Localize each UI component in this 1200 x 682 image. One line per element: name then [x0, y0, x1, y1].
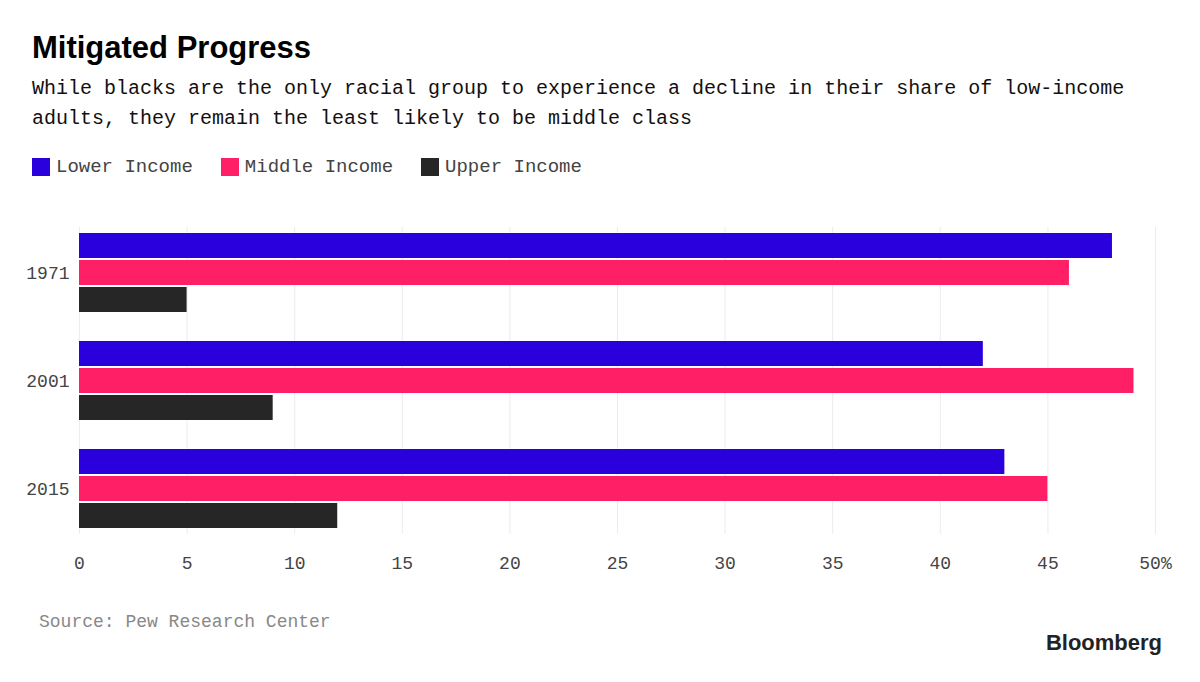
html-text:Source: Pew Research Center: Source: Pew Research Center	[39, 612, 331, 632]
svg-text:5: 5	[182, 554, 193, 574]
svg-text:25: 25	[607, 554, 629, 574]
svg-text:2015: 2015	[26, 480, 69, 500]
html-text:Upper Income: Upper Income	[445, 156, 582, 178]
svg-text:45: 45	[1037, 554, 1059, 574]
svg-text:15: 15	[391, 554, 413, 574]
svg-text:30: 30	[714, 554, 736, 574]
svg-text:10: 10	[284, 554, 306, 574]
svg-text:50%: 50%	[1139, 554, 1172, 574]
svg-text:20: 20	[499, 554, 521, 574]
svg-text:0: 0	[74, 554, 85, 574]
svg-text:2001: 2001	[26, 372, 69, 392]
html-text:Bloomberg: Bloomberg	[1045, 630, 1162, 655]
html-text:Mitigated Progress: Mitigated Progress	[32, 30, 312, 65]
html-text:While blacks are the only raci: While blacks are the only racial group t…	[32, 77, 1125, 130]
html-text:Lower Income: Lower Income	[56, 156, 193, 178]
svg-text:35: 35	[822, 554, 844, 574]
svg-text:40: 40	[929, 554, 951, 574]
html-text:Middle Income: Middle Income	[244, 156, 394, 178]
svg-text:1971: 1971	[26, 264, 69, 284]
